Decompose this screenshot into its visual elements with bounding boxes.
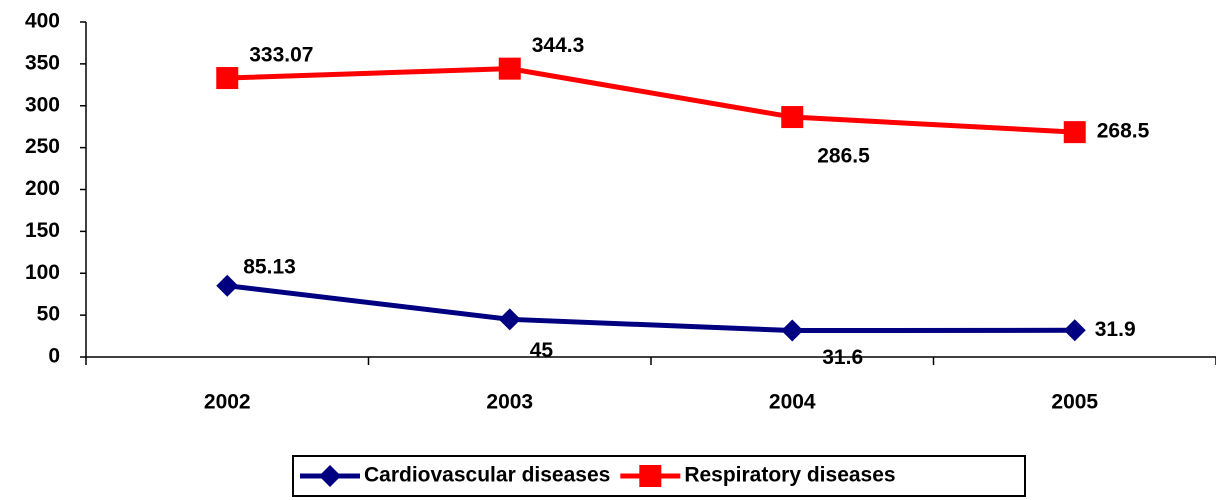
legend-label: Cardiovascular diseases: [364, 464, 610, 487]
marker: [216, 274, 239, 297]
marker: [639, 465, 662, 487]
data-label: 344.3: [532, 34, 585, 57]
data-label: 31.6: [822, 346, 863, 369]
y-tick-label: 200: [25, 177, 60, 200]
data-label: 268.5: [1097, 120, 1150, 143]
y-tick-label: 250: [25, 135, 60, 158]
data-label: 85.13: [243, 255, 296, 278]
marker: [216, 67, 239, 90]
marker: [498, 57, 521, 80]
y-tick-label: 150: [25, 219, 60, 242]
marker: [319, 465, 341, 487]
data-label: 286.5: [817, 145, 870, 168]
marker: [1063, 121, 1086, 144]
y-tick-label: 300: [25, 93, 60, 116]
y-tick-label: 50: [37, 303, 60, 326]
y-tick-label: 100: [25, 261, 60, 284]
y-tick-label: 0: [48, 345, 60, 368]
legend-label: Respiratory diseases: [684, 464, 895, 487]
x-tick-label: 2003: [486, 391, 533, 414]
series-line: [226, 283, 1075, 334]
x-tick-label: 2004: [769, 391, 816, 414]
marker: [1063, 319, 1086, 342]
marker: [781, 319, 804, 342]
x-tick-label: 2005: [1051, 391, 1098, 414]
y-tick-label: 350: [25, 51, 60, 74]
x-tick-label: 2002: [204, 391, 251, 414]
legend: Cardiovascular diseases Respiratory disea…: [292, 455, 1026, 497]
data-label: 333.07: [249, 44, 313, 67]
y-tick-label: 400: [25, 10, 60, 33]
data-label: 31.9: [1095, 318, 1136, 341]
series-line: [227, 66, 1075, 135]
marker: [498, 308, 521, 331]
data-label: 45: [530, 339, 554, 362]
marker: [781, 106, 804, 129]
